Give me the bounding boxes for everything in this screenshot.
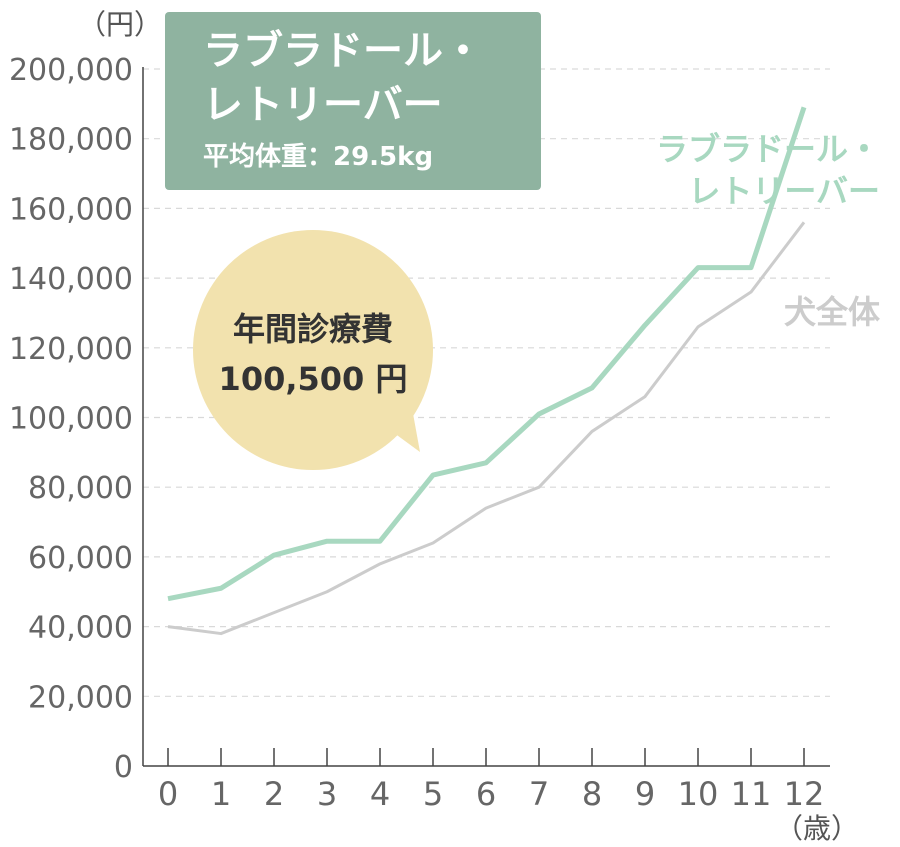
- x-tick-label: 6: [476, 775, 496, 813]
- series-line-all-dogs: [167, 221, 806, 636]
- bubble-tail: [390, 408, 420, 452]
- x-tick-label: 1: [211, 775, 231, 813]
- series-label-labrador-line-2: レトリーバー: [688, 172, 880, 210]
- x-tick-label: 10: [678, 775, 719, 813]
- series-lines: [167, 106, 807, 636]
- bubble-background: [193, 230, 433, 470]
- x-tick-label: 4: [370, 775, 390, 813]
- y-tick-label: 140,000: [9, 262, 133, 297]
- y-tick-label: 160,000: [9, 192, 133, 227]
- annual-cost-bubble: 年間診療費 100,500 円: [193, 230, 433, 470]
- series-line-labrador: [167, 106, 807, 602]
- x-tick-label: 11: [731, 775, 772, 813]
- x-tick-label: 2: [264, 775, 284, 813]
- y-tick-label: 180,000: [9, 123, 133, 158]
- x-tick-labels: 0 1 2 3 4 5 6 7 8 9 10 11 12: [158, 748, 825, 813]
- x-tick-label: 9: [635, 775, 655, 813]
- y-tick-label: 20,000: [28, 680, 133, 715]
- y-unit-label: （円）: [78, 8, 162, 41]
- y-tick-label: 100,000: [9, 402, 133, 437]
- bubble-line-1: 年間診療費: [233, 310, 393, 348]
- x-tick-label: 12: [784, 775, 825, 813]
- y-tick-label: 120,000: [9, 332, 133, 367]
- series-label-labrador-line-1: ラブラドール・: [656, 130, 880, 168]
- x-tick-label: 7: [529, 775, 549, 813]
- y-tick-labels: 0 20,000 40,000 60,000 80,000 100,000 120,000 1…: [9, 53, 133, 785]
- y-tick-label: 40,000: [28, 611, 133, 646]
- bubble-line-2: 100,500 円: [219, 360, 408, 398]
- x-tick-label: 5: [423, 775, 443, 813]
- y-tick-label: 200,000: [9, 53, 133, 88]
- y-tick-label: 0: [114, 750, 133, 785]
- y-tick-label: 80,000: [28, 471, 133, 506]
- breed-title-box: ラブラドール・ レトリーバー 平均体重：29.5kg: [165, 12, 541, 190]
- x-tick-label: 0: [158, 775, 178, 813]
- title-box-background: [165, 12, 541, 190]
- title-line-2: レトリーバー: [203, 82, 443, 128]
- title-line-1: ラブラドール・: [203, 28, 483, 74]
- x-tick-label: 8: [582, 775, 602, 813]
- y-tick-label: 60,000: [28, 541, 133, 576]
- title-subtitle: 平均体重：29.5kg: [203, 142, 433, 172]
- x-unit-label: （歳）: [775, 812, 859, 845]
- x-tick-label: 3: [317, 775, 337, 813]
- series-label-all-dogs: 犬全体: [784, 293, 880, 331]
